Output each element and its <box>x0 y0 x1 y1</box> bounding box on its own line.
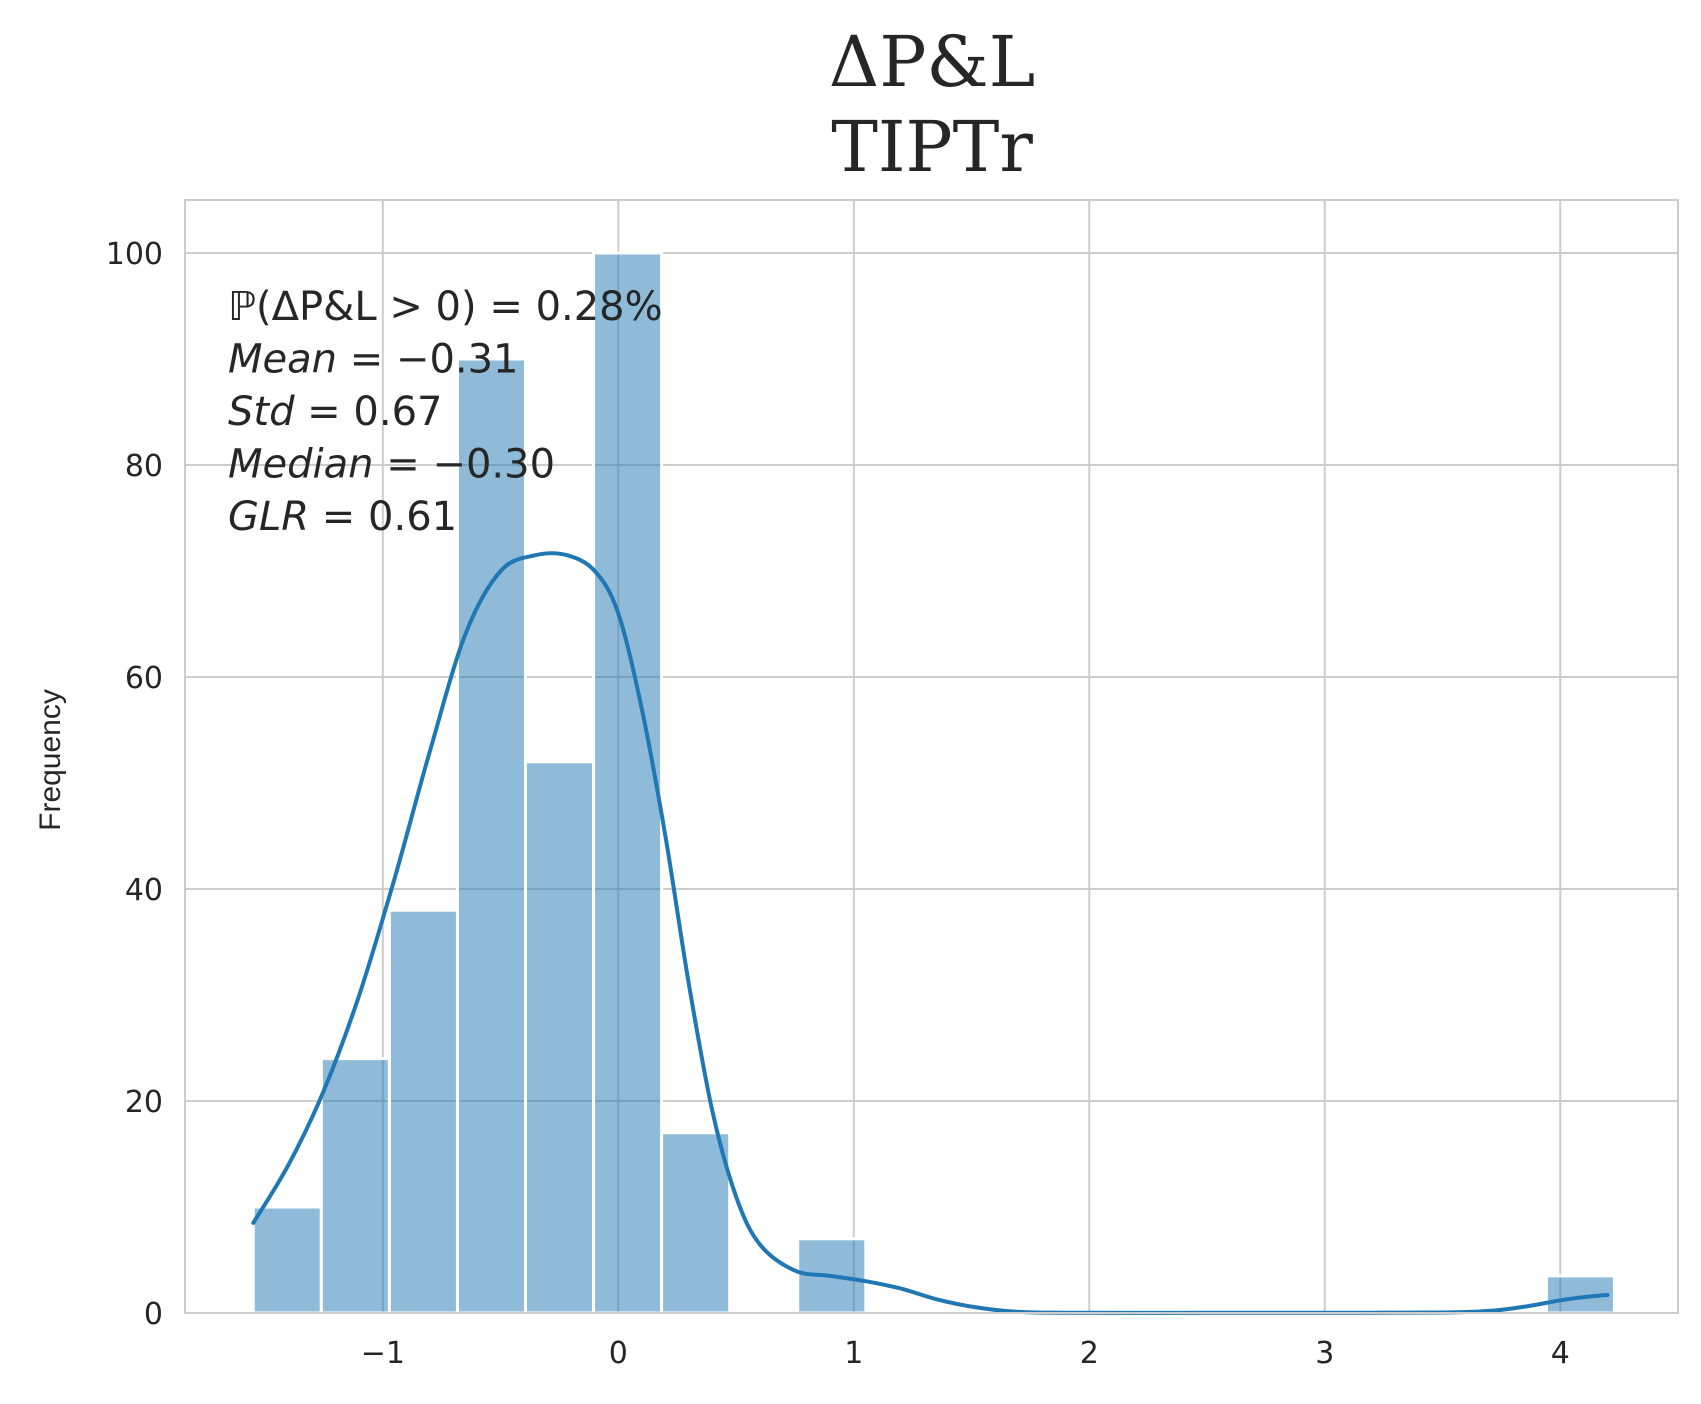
plot-frame <box>184 199 1679 1314</box>
y-axis-label: Frequency <box>34 689 67 831</box>
chart-subtitle: TIPTr <box>831 106 1033 188</box>
y-tick-label: 100 <box>106 237 163 272</box>
stat-value: = 0.67 <box>294 389 442 435</box>
histogram-bar <box>592 251 664 1315</box>
stat-label: GLR <box>228 494 309 540</box>
stats-annotation: ℙ(ΔP&L > 0) = 0.28% Mean = −0.31 Std = 0.6… <box>228 284 663 540</box>
stat-line: Mean = −0.31 <box>228 337 519 383</box>
histogram-bar <box>524 760 596 1315</box>
y-tick-label: 20 <box>125 1085 163 1120</box>
stat-line: ℙ(ΔP&L > 0) = 0.28% <box>228 284 663 330</box>
chart-title: ΔP&L <box>829 21 1035 103</box>
histogram-bar <box>319 1057 391 1315</box>
x-tick-label: 2 <box>1080 1336 1099 1371</box>
y-tick-label: 80 <box>125 449 163 484</box>
histogram-bar <box>251 1205 323 1315</box>
x-tick-label: 3 <box>1315 1336 1334 1371</box>
histogram-bar <box>455 357 528 1315</box>
stat-line: Median = −0.30 <box>228 442 555 488</box>
histogram-bar <box>387 908 459 1315</box>
x-tick-label: 4 <box>1551 1336 1570 1371</box>
x-tick-label: −1 <box>361 1336 405 1371</box>
y-axis-ticks: 0 20 40 60 80 100 <box>106 237 163 1332</box>
stat-label: Median <box>228 442 374 488</box>
x-tick-label: 0 <box>609 1336 628 1371</box>
y-tick-label: 60 <box>125 661 163 696</box>
stat-value: = −0.30 <box>374 442 556 488</box>
stat-line: Std = 0.67 <box>228 389 442 435</box>
y-tick-label: 40 <box>125 873 163 908</box>
stat-value: = 0.61 <box>309 494 457 540</box>
stat-label: ℙ(ΔP&L > 0) <box>228 284 477 330</box>
stat-label: Std <box>228 389 295 435</box>
x-axis-ticks: −1 0 1 2 3 4 <box>361 1336 1570 1371</box>
stat-value: = 0.28% <box>477 284 663 330</box>
x-tick-label: 1 <box>844 1336 863 1371</box>
stat-label: Mean <box>228 337 337 383</box>
stat-value: = −0.31 <box>337 337 519 383</box>
histogram-bar <box>660 1131 732 1315</box>
y-tick-label: 0 <box>144 1297 163 1332</box>
stat-line: GLR = 0.61 <box>228 494 457 540</box>
